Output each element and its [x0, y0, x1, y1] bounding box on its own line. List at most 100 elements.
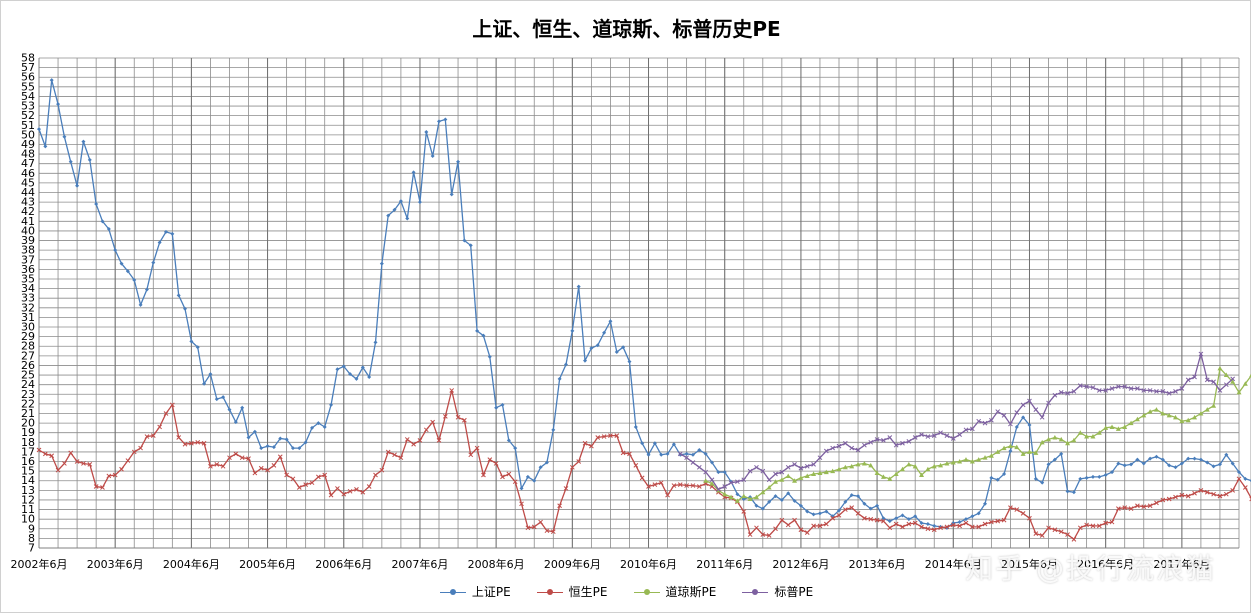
data-point-shanghai	[525, 474, 530, 479]
data-point-shanghai	[843, 499, 848, 504]
data-point-sp500	[1230, 376, 1236, 382]
data-point-shanghai	[690, 452, 695, 457]
legend-label-sp500: 标普PE	[774, 585, 814, 599]
legend-item-dow[interactable]: 道琼斯PE	[633, 583, 716, 600]
legend-item-sp500[interactable]: 标普PE	[742, 583, 813, 600]
data-point-hangseng	[1027, 515, 1032, 521]
data-point-shanghai	[354, 376, 359, 381]
data-point-shanghai	[957, 520, 962, 525]
data-point-shanghai	[481, 333, 486, 338]
data-point-hangseng	[1223, 491, 1229, 497]
data-point-shanghai	[189, 339, 194, 344]
data-point-hangseng	[1001, 517, 1007, 523]
data-point-dow	[899, 466, 905, 472]
data-point-sp500	[1204, 377, 1210, 383]
data-point-dow	[976, 457, 982, 462]
data-point-shanghai	[671, 442, 676, 447]
data-point-shanghai	[1211, 464, 1216, 469]
data-point-dow	[703, 478, 709, 483]
data-point-hangseng	[157, 424, 162, 430]
data-point-shanghai	[113, 248, 118, 253]
y-tick-label: 39	[21, 234, 35, 247]
data-point-sp500	[1033, 407, 1039, 413]
data-point-sp500	[881, 438, 886, 443]
data-point-shanghai	[538, 465, 543, 470]
data-point-dow	[709, 481, 715, 486]
data-point-sp500	[709, 477, 715, 483]
data-point-dow	[1230, 379, 1236, 384]
data-point-shanghai	[443, 117, 448, 122]
data-point-dow	[1223, 372, 1229, 378]
data-point-hangseng	[1147, 503, 1153, 509]
y-tick-label: 12	[21, 493, 35, 506]
data-point-hangseng	[817, 523, 823, 529]
data-point-shanghai	[348, 372, 353, 377]
data-point-shanghai	[989, 475, 994, 480]
data-point-dow	[1071, 437, 1077, 443]
data-point-hangseng	[1154, 500, 1159, 506]
watermark: 知乎 @投行流浪猫	[965, 552, 1216, 585]
data-point-hangseng	[531, 524, 537, 530]
data-point-hangseng	[1071, 536, 1077, 542]
data-point-hangseng	[1020, 511, 1026, 516]
data-point-shanghai	[614, 350, 619, 354]
data-point-shanghai	[125, 269, 130, 274]
data-point-hangseng	[1090, 523, 1096, 529]
legend-item-shanghai[interactable]: 上证PE	[439, 583, 511, 600]
data-point-shanghai	[767, 499, 772, 504]
data-point-shanghai	[506, 438, 511, 443]
data-point-shanghai	[925, 521, 930, 526]
data-point-hangseng	[1109, 519, 1115, 525]
data-point-shanghai	[500, 402, 505, 407]
data-point-dow	[1090, 434, 1096, 439]
data-point-hangseng	[385, 449, 391, 455]
data-point-hangseng	[646, 484, 651, 489]
data-point-hangseng	[1217, 493, 1223, 499]
series-line-sp500	[679, 351, 1234, 491]
y-tick-label: 57	[21, 61, 35, 74]
data-point-shanghai	[227, 407, 232, 412]
data-point-hangseng	[1077, 525, 1083, 531]
data-point-hangseng	[417, 438, 423, 443]
data-point-shanghai	[1135, 457, 1140, 462]
data-point-dow	[938, 462, 944, 468]
data-point-hangseng	[1065, 532, 1070, 537]
data-point-hangseng	[1014, 507, 1020, 512]
data-point-shanghai	[456, 159, 461, 164]
data-point-sp500	[1109, 386, 1115, 391]
data-point-shanghai	[849, 493, 854, 498]
data-point-dow	[830, 468, 836, 474]
data-point-hangseng	[1160, 497, 1166, 503]
data-point-hangseng	[462, 417, 467, 423]
data-point-sp500	[900, 440, 905, 446]
data-point-dow	[1128, 420, 1134, 426]
data-point-hangseng	[481, 472, 486, 478]
y-tick-label: 31	[21, 311, 35, 324]
data-point-hangseng	[862, 515, 867, 521]
data-point-hangseng	[474, 445, 480, 451]
data-point-shanghai	[1173, 465, 1178, 470]
data-point-hangseng	[925, 526, 931, 532]
data-point-shanghai	[906, 517, 911, 522]
data-point-dow	[1217, 365, 1223, 371]
data-point-dow	[1046, 436, 1052, 442]
x-tick-label: 2011年6月	[696, 557, 753, 571]
data-point-dow	[995, 449, 1001, 454]
data-point-dow	[773, 479, 779, 484]
data-point-hangseng	[49, 453, 55, 459]
data-point-shanghai	[868, 506, 873, 511]
data-point-shanghai	[646, 452, 651, 457]
data-point-sp500	[817, 455, 823, 461]
data-point-shanghai	[310, 425, 315, 430]
data-point-hangseng	[881, 518, 886, 524]
data-point-hangseng	[62, 461, 67, 466]
data-point-shanghai	[170, 231, 175, 236]
data-point-dow	[906, 461, 912, 467]
data-point-hangseng	[677, 482, 683, 487]
data-point-dow	[760, 489, 766, 495]
y-tick-label: 41	[21, 215, 35, 228]
data-point-sp500	[1090, 385, 1096, 390]
data-point-dow	[1160, 410, 1166, 416]
legend-item-hangseng[interactable]: 恒生PE	[536, 583, 608, 600]
